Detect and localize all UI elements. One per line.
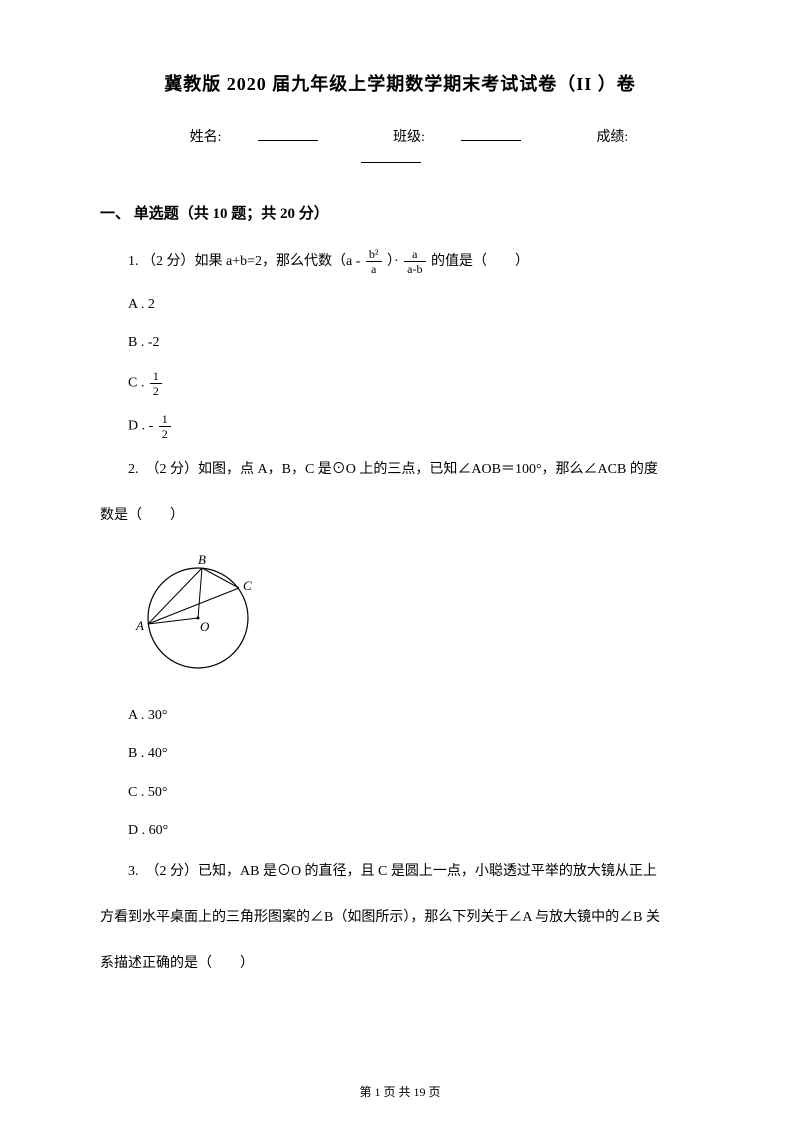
q2-option-a: A . 30° [100,705,700,727]
name-label: 姓名: [190,130,222,145]
frac-numerator: 1 [150,370,162,384]
q1-optc-fraction: 1 2 [150,370,162,397]
line-bc [202,568,239,588]
frac-denominator: a-b [404,262,425,275]
q1-optd-prefix: D . - [128,419,153,434]
page-title: 冀教版 2020 届九年级上学期数学期末考试试卷（II ）卷 [100,70,700,99]
student-info-line: 姓名: 班级: 成绩: [100,127,700,172]
q1-text-mid: ）· [387,254,399,269]
label-o: O [200,619,210,634]
q1-option-b: B . -2 [100,332,700,354]
label-c: C [243,578,252,593]
frac-denominator: a [366,262,382,275]
q1-fraction-1: b² a [366,248,382,275]
question-2-line2: 数是（ ） [100,502,700,530]
score-label: 成绩: [596,130,628,145]
q1-option-a: A . 2 [100,294,700,316]
question-3-line2: 方看到水平桌面上的三角形图案的∠B（如图所示），那么下列关于∠A 与放大镜中的∠… [100,904,700,932]
question-2-line1: 2. （2 分）如图，点 A，B，C 是⊙O 上的三点，已知∠AOB＝100°，… [100,456,700,484]
class-label: 班级: [393,130,425,145]
question-3-line3: 系描述正确的是（ ） [100,950,700,978]
q2-diagram: A B C O [128,548,700,686]
q1-fraction-2: a a-b [404,248,425,275]
score-blank [361,162,421,163]
q1-optc-prefix: C . [128,376,144,391]
class-blank [461,140,521,141]
q1-optd-fraction: 1 2 [159,413,171,440]
label-b: B [198,552,206,567]
line-ab [148,568,202,624]
frac-denominator: 2 [150,384,162,397]
question-1: 1. （2 分）如果 a+b=2，那么代数（a - b² a ）· a a-b … [100,248,700,276]
section-header: 一、 单选题（共 10 题；共 20 分） [100,202,700,226]
frac-numerator: b² [366,248,382,262]
circle-diagram-svg: A B C O [128,548,273,678]
frac-numerator: 1 [159,413,171,427]
q1-text-prefix: 1. （2 分）如果 a+b=2，那么代数（a - [128,254,360,269]
q2-option-b: B . 40° [100,743,700,765]
frac-numerator: a [404,248,425,262]
label-a: A [135,618,144,633]
q1-text-suffix: 的值是（ ） [431,254,529,269]
page-footer: 第 1 页 共 19 页 [0,1083,800,1102]
question-3-line1: 3. （2 分）已知，AB 是⊙O 的直径，且 C 是圆上一点，小聪透过平举的放… [100,858,700,886]
name-blank [258,140,318,141]
q2-option-d: D . 60° [100,820,700,842]
q1-option-d: D . - 1 2 [100,413,700,440]
q2-option-c: C . 50° [100,782,700,804]
line-ob [198,568,202,618]
q1-option-c: C . 1 2 [100,370,700,397]
frac-denominator: 2 [159,427,171,440]
